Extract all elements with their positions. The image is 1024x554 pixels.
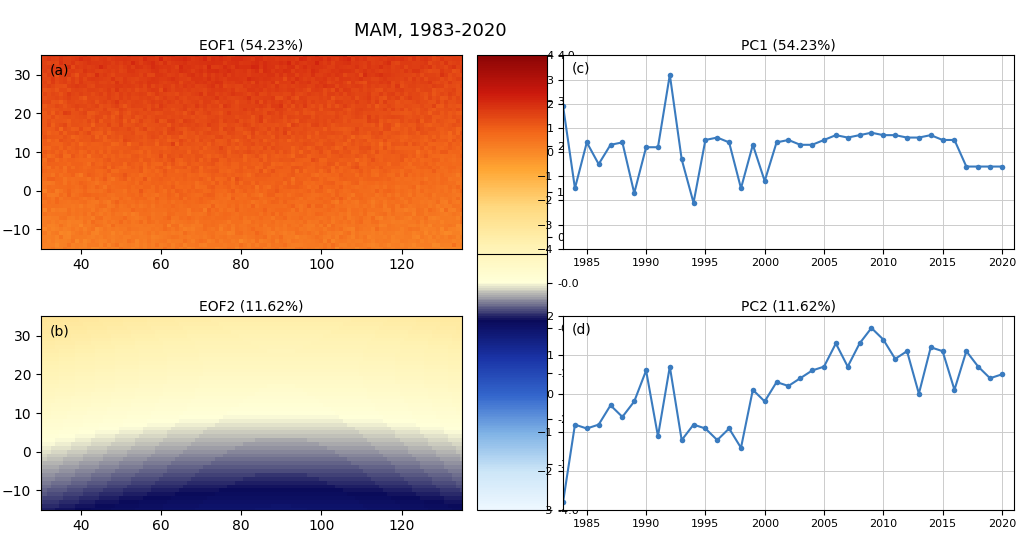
Text: (b): (b) [49, 324, 70, 338]
Text: (d): (d) [572, 322, 592, 336]
Title: PC1 (54.23%): PC1 (54.23%) [741, 39, 836, 53]
Title: PC2 (11.62%): PC2 (11.62%) [741, 300, 836, 314]
Text: (a): (a) [49, 63, 69, 77]
Text: (c): (c) [572, 61, 591, 75]
Title: EOF1 (54.23%): EOF1 (54.23%) [199, 39, 303, 53]
Title: EOF2 (11.62%): EOF2 (11.62%) [199, 300, 303, 314]
Text: MAM, 1983-2020: MAM, 1983-2020 [353, 22, 507, 40]
